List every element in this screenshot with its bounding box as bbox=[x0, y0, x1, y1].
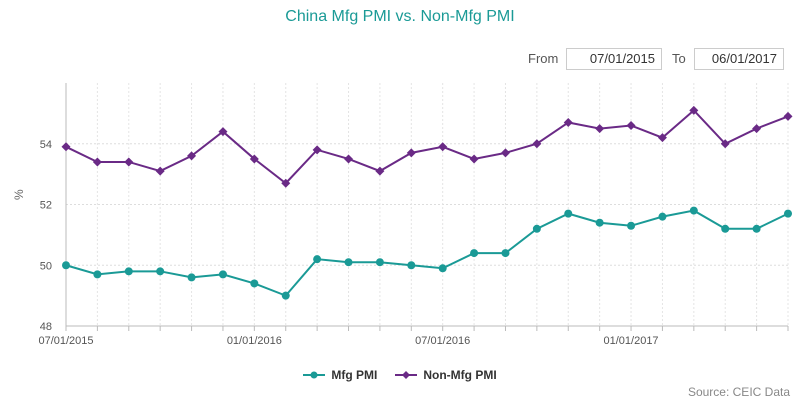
data-point-1 bbox=[61, 142, 71, 152]
data-point-0 bbox=[313, 255, 322, 264]
legend: Mfg PMI Non-Mfg PMI bbox=[0, 368, 800, 382]
data-point-0 bbox=[344, 258, 353, 267]
data-point-0 bbox=[218, 270, 227, 279]
data-point-0 bbox=[595, 218, 604, 227]
data-point-1 bbox=[155, 166, 165, 176]
data-point-1 bbox=[438, 142, 448, 152]
data-point-0 bbox=[752, 224, 761, 233]
y-tick-label: 54 bbox=[40, 139, 52, 151]
data-point-0 bbox=[501, 249, 510, 258]
data-point-1 bbox=[281, 178, 291, 188]
data-point-1 bbox=[124, 157, 134, 167]
chart-title: China Mfg PMI vs. Non-Mfg PMI bbox=[285, 8, 515, 25]
x-tick-label: 01/01/2017 bbox=[604, 335, 659, 347]
data-point-0 bbox=[250, 279, 259, 288]
data-point-0 bbox=[407, 261, 416, 270]
x-tick-label: 01/01/2016 bbox=[227, 335, 282, 347]
data-point-1 bbox=[595, 124, 605, 134]
data-point-0 bbox=[281, 291, 290, 300]
y-tick-label: 52 bbox=[40, 200, 52, 212]
y-tick-label: 48 bbox=[40, 321, 52, 333]
data-point-1 bbox=[626, 121, 636, 131]
data-point-1 bbox=[249, 154, 259, 164]
from-label: From bbox=[528, 51, 559, 66]
to-label: To bbox=[672, 51, 686, 66]
data-point-0 bbox=[784, 209, 792, 218]
x-tick-label: 07/01/2016 bbox=[415, 335, 470, 347]
data-point-0 bbox=[156, 267, 165, 276]
data-point-1 bbox=[500, 148, 510, 158]
legend-item-non-mfg[interactable]: Non-Mfg PMI bbox=[395, 368, 497, 382]
data-point-1 bbox=[218, 127, 228, 137]
data-point-1 bbox=[657, 133, 667, 143]
data-point-1 bbox=[720, 139, 730, 149]
legend-item-mfg[interactable]: Mfg PMI bbox=[303, 368, 377, 382]
data-point-1 bbox=[532, 139, 542, 149]
data-point-0 bbox=[721, 224, 730, 233]
legend-label-non-mfg: Non-Mfg PMI bbox=[423, 368, 497, 382]
data-point-1 bbox=[187, 151, 197, 161]
legend-swatch-non-mfg bbox=[395, 371, 418, 379]
data-point-0 bbox=[375, 258, 384, 267]
legend-swatch-mfg bbox=[303, 371, 326, 379]
data-point-0 bbox=[564, 209, 573, 218]
data-point-0 bbox=[187, 273, 196, 282]
data-point-1 bbox=[375, 166, 385, 176]
data-point-0 bbox=[62, 261, 70, 270]
series-line-0 bbox=[65, 209, 789, 297]
data-point-1 bbox=[469, 154, 479, 164]
data-point-1 bbox=[783, 111, 793, 121]
data-point-0 bbox=[470, 249, 479, 258]
data-point-0 bbox=[93, 270, 102, 279]
data-point-1 bbox=[689, 105, 699, 115]
data-point-0 bbox=[124, 267, 133, 276]
data-point-0 bbox=[532, 224, 541, 233]
data-point-1 bbox=[312, 145, 322, 155]
data-point-1 bbox=[752, 124, 762, 134]
to-date-input[interactable]: 06/01/2017 bbox=[694, 48, 784, 70]
data-point-1 bbox=[344, 154, 354, 164]
data-point-0 bbox=[658, 212, 667, 221]
data-point-1 bbox=[563, 117, 573, 127]
x-tick-label: 07/01/2015 bbox=[38, 335, 93, 347]
data-point-1 bbox=[406, 148, 416, 158]
y-tick-label: 50 bbox=[40, 260, 52, 272]
legend-label-mfg: Mfg PMI bbox=[331, 368, 378, 382]
data-point-0 bbox=[438, 264, 447, 273]
data-point-1 bbox=[92, 157, 102, 167]
series-line-1 bbox=[65, 108, 789, 185]
data-point-0 bbox=[627, 221, 636, 230]
data-point-0 bbox=[689, 206, 698, 215]
source-note: Source: CEIC Data bbox=[687, 385, 790, 399]
from-date-input[interactable]: 07/01/2015 bbox=[566, 48, 662, 70]
